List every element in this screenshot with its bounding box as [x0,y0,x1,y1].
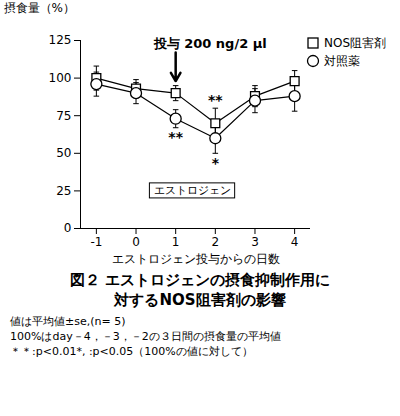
svg-text:0: 0 [132,235,140,249]
html-text:図２ エストロジェンの摂食抑制作用に対するNOS阻害剤の影響: 図２ エストロジェンの摂食抑制作用に対するNOS阻害剤の影響 [69,271,331,309]
svg-text:3: 3 [251,235,259,249]
svg-text:エストロジェン: エストロジェン [154,184,231,197]
html-text:対照薬: 対照薬 [324,54,360,68]
svg-text:摂食量（%）: 摂食量（%） [4,1,75,15]
svg-text:50: 50 [56,146,71,160]
svg-text:4: 4 [291,235,299,249]
html-text:＊＊:p<0.01*, :p<0.05（100%の値に対して: ＊＊:p<0.01*, :p<0.05（100%の値に対して） [10,345,253,358]
svg-text:75: 75 [56,109,71,123]
svg-text:**: ** [168,129,183,145]
svg-text:100: 100 [49,71,72,85]
svg-text:エストロジェン投与からの日数: エストロジェン投与からの日数 [112,252,280,266]
svg-text:**: ** [208,92,223,108]
svg-text:*: * [212,155,220,171]
svg-text:0: 0 [64,221,72,235]
svg-text:投与 200 ng/2 μl: 投与 200 ng/2 μl [153,36,267,51]
html-text:値は平均値±se,(n= 5): 値は平均値±se,(n= 5) [10,315,126,328]
svg-text:-1: -1 [90,235,102,249]
html-text:100%はday－4，－3，－2の３日間の摂食量の平均値: 100%はday－4，－3，－2の３日間の摂食量の平均値 [10,330,281,343]
html-text:NOS阻害剤: NOS阻害剤 [324,36,386,50]
svg-text:25: 25 [56,184,71,198]
svg-text:2: 2 [212,235,220,249]
svg-text:125: 125 [49,33,72,47]
svg-text:1: 1 [172,235,180,249]
